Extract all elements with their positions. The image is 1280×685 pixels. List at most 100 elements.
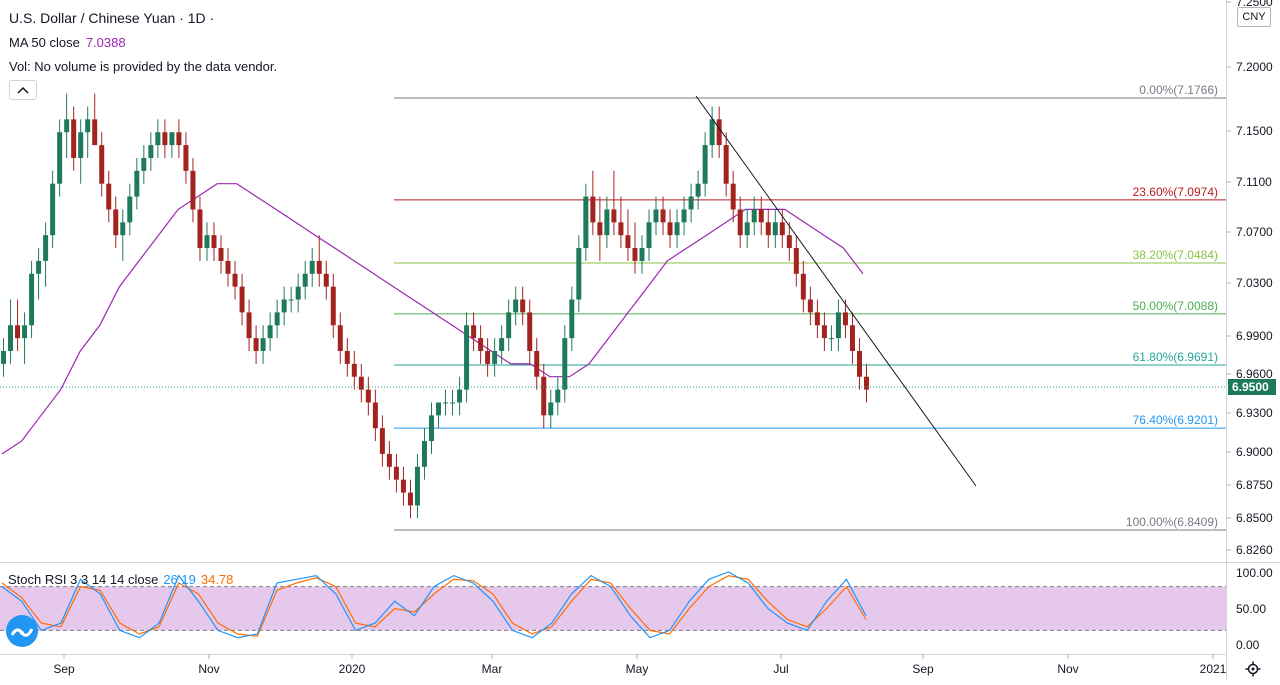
candle <box>709 106 715 158</box>
candle <box>436 402 442 429</box>
collapse-legend-button[interactable] <box>9 80 37 100</box>
gear-icon[interactable] <box>1244 660 1262 678</box>
candle <box>337 312 343 364</box>
stoch-rsi-pane[interactable] <box>0 571 1226 639</box>
fib-level-label: 0.00%(7.1766) <box>1139 83 1218 97</box>
candle <box>92 93 98 146</box>
candle <box>99 132 105 197</box>
candle <box>211 222 217 261</box>
candle <box>835 299 841 351</box>
candle <box>176 119 182 158</box>
candle <box>681 196 687 236</box>
time-tick-label: Mar <box>482 662 503 676</box>
fib-level-label: 76.40%(6.9201) <box>1133 413 1218 427</box>
time-tick-label: Jul <box>773 662 788 676</box>
stoch-axis: 100.00 50.00 0.00 <box>1236 566 1273 652</box>
fib-level-label: 100.00%(6.8409) <box>1126 515 1218 529</box>
price-tick-label: 6.8500 <box>1236 511 1273 525</box>
candle <box>569 286 575 351</box>
candle <box>653 196 659 236</box>
candle <box>583 183 589 261</box>
candle <box>800 260 806 313</box>
stoch-axis-label: 0.00 <box>1236 638 1260 652</box>
candle <box>821 312 827 351</box>
candle <box>828 325 834 351</box>
candle <box>281 286 287 326</box>
candle <box>85 106 91 158</box>
currency-button[interactable]: CNY <box>1237 7 1271 27</box>
candle <box>22 312 28 364</box>
candle <box>562 325 568 403</box>
price-axis[interactable]: 7.2500 7.2000 7.1500 7.1100 7.0700 7.0300 6.99… <box>1226 0 1273 557</box>
candle <box>702 132 708 197</box>
stoch-band <box>0 586 1226 631</box>
candle <box>365 376 371 416</box>
time-axis[interactable]: Sep Nov 2020 Mar May Jul Sep Nov 2021 <box>53 654 1227 676</box>
candle <box>618 196 624 249</box>
ma-value: 7.0388 <box>85 35 126 50</box>
candle <box>15 299 21 351</box>
candle <box>323 260 329 300</box>
candle <box>372 389 378 442</box>
time-tick-label: Sep <box>53 662 75 676</box>
candle <box>499 325 505 364</box>
time-tick-label: 2020 <box>339 662 366 676</box>
candle <box>464 312 470 403</box>
candle <box>443 389 449 416</box>
candle <box>43 222 49 287</box>
time-tick-label: Sep <box>912 662 934 676</box>
candle <box>716 106 722 158</box>
price-tick-label: 6.8260 <box>1236 543 1273 557</box>
price-tick-label: 7.0300 <box>1236 276 1273 290</box>
candle <box>309 248 315 287</box>
candle <box>520 286 526 326</box>
candle <box>225 248 231 287</box>
candles <box>1 93 869 519</box>
candle <box>295 273 301 313</box>
stoch-k-value: 26.19 <box>163 572 196 587</box>
candle <box>450 389 456 416</box>
candle <box>730 170 736 223</box>
symbol-title[interactable]: U.S. Dollar / Chinese Yuan · 1D · <box>9 10 215 26</box>
candle <box>330 273 336 339</box>
candle <box>660 196 666 236</box>
price-tick-label: 7.1500 <box>1236 124 1273 138</box>
candle <box>737 196 743 249</box>
candle <box>64 93 70 158</box>
candle <box>471 312 477 351</box>
candle <box>351 350 357 390</box>
candle <box>169 132 175 158</box>
candle <box>744 209 750 249</box>
ma-legend[interactable]: MA 50 close 7.0388 <box>9 35 126 50</box>
candle <box>667 209 673 249</box>
candle <box>162 119 168 158</box>
candle <box>288 286 294 313</box>
candle <box>386 441 392 480</box>
candle <box>29 260 35 339</box>
candle <box>807 286 813 326</box>
candle <box>597 196 603 261</box>
candle <box>379 415 385 467</box>
candle <box>625 209 631 261</box>
candle <box>548 389 554 429</box>
candle <box>751 196 757 236</box>
candle <box>842 299 848 339</box>
candle <box>639 235 645 274</box>
trend-line[interactable] <box>695 95 977 487</box>
candle <box>267 312 273 351</box>
current-price-label: 6.9500 <box>1232 380 1269 394</box>
candle <box>407 479 413 519</box>
candle <box>57 119 63 197</box>
candle <box>141 145 147 184</box>
tradingview-logo-icon[interactable] <box>6 615 38 647</box>
candle <box>534 338 540 390</box>
candle <box>856 338 862 390</box>
candle <box>632 222 638 274</box>
candle <box>400 466 406 506</box>
candle <box>274 299 280 339</box>
stoch-axis-label: 50.00 <box>1236 602 1266 616</box>
stoch-legend[interactable]: Stoch RSI 3 3 14 14 close 26.19 34.78 <box>8 572 233 587</box>
candle <box>478 325 484 364</box>
